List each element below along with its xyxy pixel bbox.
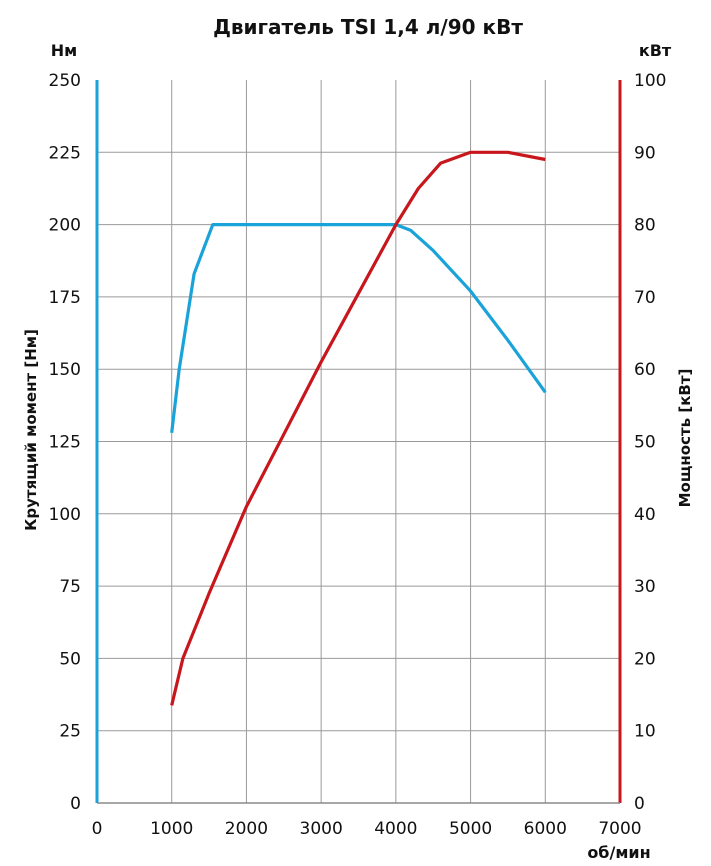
right-tick-label: 50 bbox=[634, 433, 656, 453]
x-tick-label: 5000 bbox=[449, 819, 492, 839]
left-tick-label: 250 bbox=[49, 71, 81, 91]
left-tick-label: 225 bbox=[49, 143, 81, 163]
x-axis-label: об/мин bbox=[587, 843, 650, 862]
left-tick-label: 200 bbox=[49, 216, 81, 236]
left-tick-label: 50 bbox=[59, 649, 81, 669]
x-tick-label: 1000 bbox=[150, 819, 193, 839]
x-tick-label: 0 bbox=[92, 819, 103, 839]
left-tick-label: 25 bbox=[59, 722, 81, 742]
left-tick-label: 100 bbox=[49, 505, 81, 525]
x-axis-ticks: 0 1000 2000 3000 4000 5000 6000 7000 bbox=[92, 819, 642, 839]
left-axis-unit: Нм bbox=[51, 41, 77, 60]
x-tick-label: 2000 bbox=[225, 819, 268, 839]
left-tick-label: 175 bbox=[49, 288, 81, 308]
left-tick-label: 75 bbox=[59, 577, 81, 597]
right-tick-label: 70 bbox=[634, 288, 656, 308]
right-tick-label: 60 bbox=[634, 360, 656, 380]
x-tick-label: 3000 bbox=[300, 819, 343, 839]
x-tick-label: 4000 bbox=[374, 819, 417, 839]
x-tick-label: 7000 bbox=[598, 819, 641, 839]
right-tick-label: 40 bbox=[634, 505, 656, 525]
right-axis-unit: кВт bbox=[639, 41, 672, 60]
x-tick-label: 6000 bbox=[524, 819, 567, 839]
right-tick-label: 90 bbox=[634, 143, 656, 163]
right-axis-label: Мощность [кВт] bbox=[676, 369, 694, 508]
right-tick-label: 0 bbox=[634, 794, 645, 814]
left-axis-label: Крутящий момент [Нм] bbox=[22, 329, 40, 531]
right-tick-label: 10 bbox=[634, 722, 656, 742]
torque-line bbox=[170, 223, 547, 433]
left-axis-ticks: 0 25 50 75 100 125 150 175 200 225 250 bbox=[49, 71, 81, 814]
left-tick-label: 150 bbox=[49, 360, 81, 380]
right-tick-label: 80 bbox=[634, 216, 656, 236]
right-axis-ticks: 0 10 20 30 40 50 60 70 80 90 100 bbox=[634, 71, 666, 814]
left-tick-label: 0 bbox=[70, 794, 81, 814]
right-tick-label: 100 bbox=[634, 71, 666, 91]
left-tick-label: 125 bbox=[49, 433, 81, 453]
power-line bbox=[170, 150, 546, 706]
right-tick-label: 20 bbox=[634, 649, 656, 669]
right-tick-label: 30 bbox=[634, 577, 656, 597]
chart-title: Двигатель TSI 1,4 л/90 кВт bbox=[213, 15, 523, 39]
series-group bbox=[170, 150, 547, 706]
